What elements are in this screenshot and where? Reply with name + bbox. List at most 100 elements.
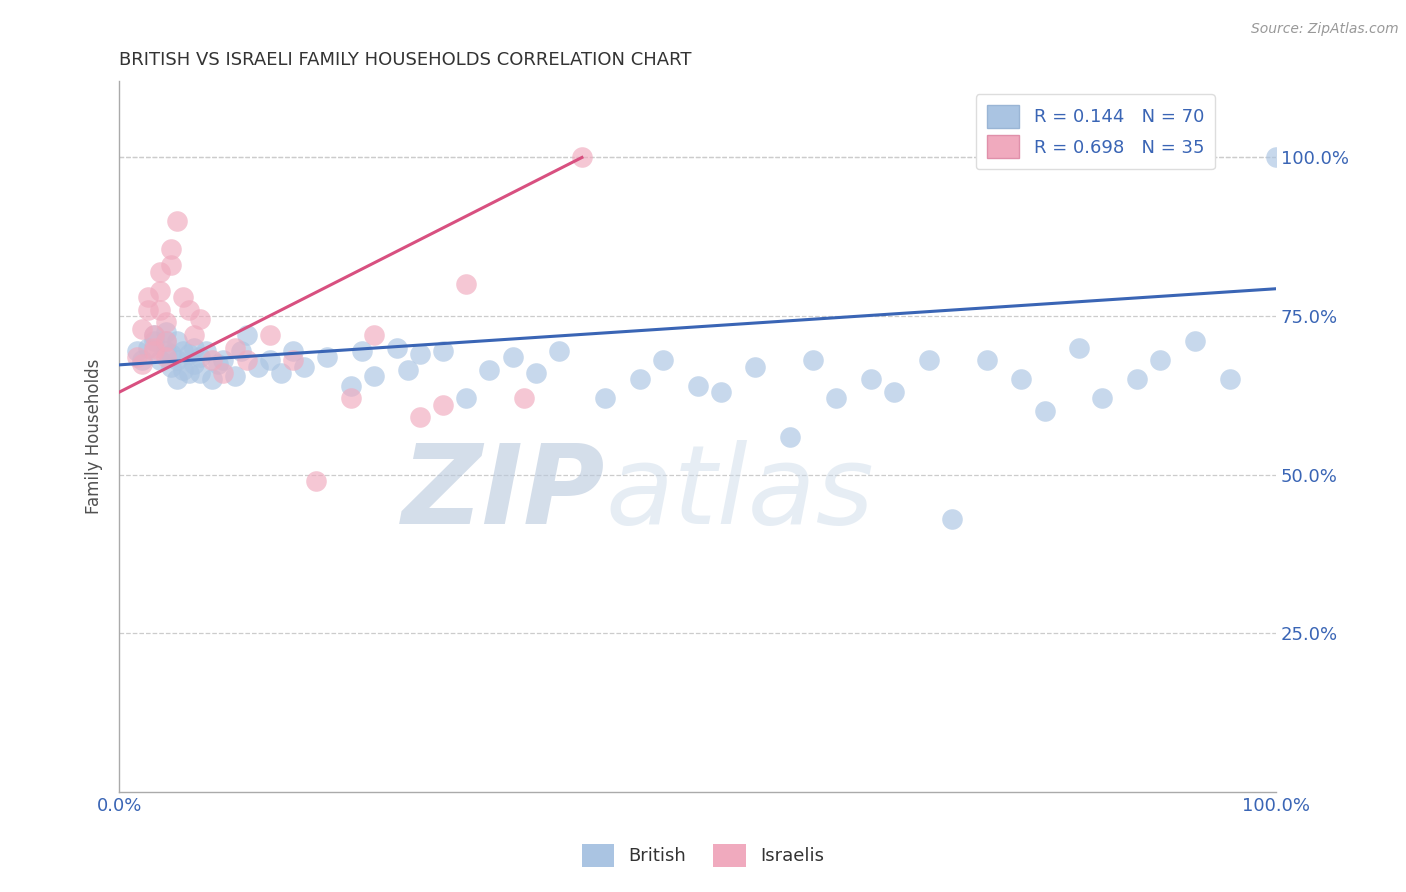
Point [259, 353, 281, 368]
Point [172, 290, 194, 304]
Point [502, 350, 524, 364]
Point [172, 343, 194, 358]
Point [710, 385, 733, 400]
Point [143, 341, 166, 355]
Point [398, 363, 420, 377]
Point [155, 334, 177, 349]
Point [149, 284, 172, 298]
Point [1184, 334, 1206, 349]
Point [149, 353, 172, 368]
Point [155, 350, 177, 364]
Point [860, 372, 883, 386]
Point [235, 328, 257, 343]
Point [1219, 372, 1241, 386]
Point [801, 353, 824, 368]
Point [160, 359, 183, 374]
Legend: R = 0.144   N = 70, R = 0.698   N = 35: R = 0.144 N = 70, R = 0.698 N = 35 [976, 94, 1215, 169]
Point [188, 366, 211, 380]
Point [941, 512, 963, 526]
Point [1149, 353, 1171, 368]
Point [352, 343, 374, 358]
Point [409, 410, 432, 425]
Point [166, 372, 188, 386]
Point [143, 334, 166, 349]
Point [825, 392, 848, 406]
Point [339, 392, 361, 406]
Point [136, 341, 159, 355]
Legend: British, Israelis: British, Israelis [575, 837, 831, 874]
Point [593, 392, 616, 406]
Point [136, 302, 159, 317]
Point [363, 369, 385, 384]
Point [195, 343, 218, 358]
Point [160, 258, 183, 272]
Point [160, 347, 183, 361]
Point [229, 343, 252, 358]
Point [212, 353, 235, 368]
Point [259, 328, 281, 343]
Point [166, 214, 188, 228]
Point [224, 369, 246, 384]
Point [155, 315, 177, 329]
Point [363, 328, 385, 343]
Point [686, 378, 709, 392]
Point [547, 343, 569, 358]
Point [183, 357, 205, 371]
Point [281, 343, 304, 358]
Point [155, 334, 177, 349]
Point [160, 243, 183, 257]
Point [779, 429, 801, 443]
Point [1091, 392, 1114, 406]
Text: BRITISH VS ISRAELI FAMILY HOUSEHOLDS CORRELATION CHART: BRITISH VS ISRAELI FAMILY HOUSEHOLDS COR… [120, 51, 692, 69]
Point [456, 392, 478, 406]
Point [149, 302, 172, 317]
Point [247, 359, 270, 374]
Point [432, 398, 454, 412]
Point [125, 343, 148, 358]
Point [1033, 404, 1056, 418]
Point [131, 357, 153, 371]
Point [432, 343, 454, 358]
Point [212, 366, 235, 380]
Point [628, 372, 651, 386]
Point [1126, 372, 1149, 386]
Point [316, 350, 339, 364]
Point [188, 350, 211, 364]
Point [143, 328, 166, 343]
Point [918, 353, 941, 368]
Point [183, 341, 205, 355]
Point [188, 312, 211, 326]
Point [385, 341, 408, 355]
Point [305, 474, 328, 488]
Point [883, 385, 905, 400]
Point [177, 366, 200, 380]
Point [339, 378, 361, 392]
Point [270, 366, 292, 380]
Point [976, 353, 998, 368]
Point [155, 343, 177, 358]
Point [1265, 151, 1288, 165]
Point [456, 277, 478, 292]
Point [149, 265, 172, 279]
Point [136, 290, 159, 304]
Point [281, 353, 304, 368]
Point [571, 151, 593, 165]
Point [513, 392, 536, 406]
Point [235, 353, 257, 368]
Point [1069, 341, 1091, 355]
Point [125, 350, 148, 364]
Point [131, 353, 153, 368]
Point [131, 321, 153, 335]
Point [201, 372, 224, 386]
Point [166, 353, 188, 368]
Point [478, 363, 501, 377]
Point [409, 347, 432, 361]
Text: atlas: atlas [605, 440, 873, 547]
Point [651, 353, 673, 368]
Point [201, 353, 224, 368]
Point [183, 328, 205, 343]
Point [224, 341, 246, 355]
Point [1011, 372, 1033, 386]
Point [177, 302, 200, 317]
Text: ZIP: ZIP [402, 440, 605, 547]
